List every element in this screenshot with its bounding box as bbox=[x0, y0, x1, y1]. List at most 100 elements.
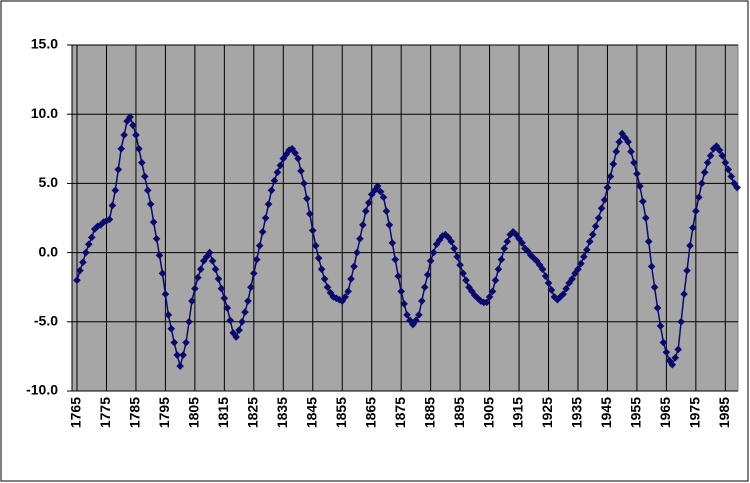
marker bbox=[314, 254, 323, 262]
marker bbox=[311, 241, 320, 250]
marker bbox=[238, 318, 246, 326]
marker bbox=[689, 223, 697, 232]
x-tick-label: 1965 bbox=[657, 397, 673, 428]
marker bbox=[164, 311, 173, 319]
marker bbox=[485, 293, 494, 301]
marker bbox=[417, 297, 426, 305]
marker bbox=[674, 345, 682, 354]
marker bbox=[580, 252, 588, 261]
marker bbox=[429, 248, 438, 257]
marker bbox=[559, 290, 568, 298]
marker bbox=[400, 300, 408, 308]
marker bbox=[367, 190, 376, 199]
marker bbox=[459, 269, 467, 278]
marker bbox=[90, 225, 99, 233]
marker bbox=[515, 234, 523, 243]
marker bbox=[247, 283, 255, 291]
marker bbox=[488, 287, 497, 296]
marker bbox=[453, 252, 461, 261]
marker bbox=[574, 265, 582, 274]
marker bbox=[724, 165, 733, 174]
marker bbox=[432, 240, 441, 249]
marker bbox=[656, 322, 665, 330]
marker bbox=[223, 304, 232, 312]
marker bbox=[332, 294, 341, 303]
marker bbox=[108, 201, 117, 210]
marker bbox=[677, 318, 685, 326]
x-tick-label: 1795 bbox=[156, 397, 172, 428]
marker bbox=[143, 186, 152, 195]
x-tick-label: 1775 bbox=[97, 397, 113, 428]
marker bbox=[326, 288, 335, 297]
marker bbox=[668, 360, 677, 369]
marker bbox=[347, 275, 355, 283]
marker bbox=[211, 265, 220, 274]
marker bbox=[615, 138, 624, 146]
marker bbox=[102, 216, 111, 225]
marker bbox=[199, 257, 208, 265]
marker bbox=[114, 165, 123, 174]
marker bbox=[471, 291, 479, 300]
x-tick-label: 1945 bbox=[598, 397, 614, 428]
marker bbox=[191, 284, 199, 293]
marker bbox=[518, 239, 526, 247]
marker bbox=[208, 257, 217, 265]
marker bbox=[585, 237, 594, 246]
marker bbox=[532, 257, 541, 265]
marker bbox=[385, 221, 394, 229]
marker bbox=[715, 146, 724, 154]
marker bbox=[155, 251, 164, 260]
marker bbox=[244, 297, 252, 305]
marker bbox=[633, 169, 641, 178]
marker bbox=[435, 236, 444, 244]
marker bbox=[636, 182, 644, 190]
marker bbox=[179, 351, 187, 359]
x-tick-label: 1925 bbox=[539, 397, 555, 428]
marker bbox=[603, 183, 612, 192]
marker bbox=[706, 151, 715, 160]
marker bbox=[353, 248, 361, 257]
marker bbox=[547, 286, 556, 294]
marker bbox=[320, 275, 329, 283]
marker bbox=[323, 283, 332, 291]
marker bbox=[317, 265, 326, 274]
marker bbox=[158, 269, 167, 278]
marker bbox=[468, 287, 476, 296]
y-tick-label: 10.0 bbox=[31, 105, 58, 121]
marker bbox=[132, 131, 140, 139]
marker bbox=[255, 241, 264, 250]
marker bbox=[700, 168, 709, 177]
x-tick-label: 1785 bbox=[127, 397, 143, 428]
marker bbox=[565, 279, 573, 287]
marker bbox=[217, 284, 226, 293]
marker bbox=[294, 154, 302, 163]
y-tick-label: 0.0 bbox=[39, 243, 59, 259]
x-tick-label: 1765 bbox=[68, 397, 84, 428]
marker bbox=[600, 196, 609, 204]
marker bbox=[306, 210, 314, 218]
marker bbox=[250, 269, 258, 278]
marker bbox=[553, 295, 562, 304]
marker bbox=[500, 244, 509, 253]
marker bbox=[117, 145, 126, 153]
marker bbox=[140, 172, 149, 181]
marker bbox=[653, 304, 662, 312]
marker bbox=[730, 179, 738, 188]
marker bbox=[335, 295, 344, 304]
marker bbox=[665, 356, 674, 365]
marker bbox=[149, 218, 158, 226]
marker bbox=[111, 186, 120, 195]
marker bbox=[152, 234, 161, 243]
marker bbox=[456, 261, 464, 269]
x-tick-label: 1935 bbox=[569, 397, 585, 428]
marker bbox=[138, 158, 146, 167]
marker bbox=[338, 297, 347, 305]
marker bbox=[329, 293, 338, 301]
marker bbox=[491, 276, 500, 285]
marker bbox=[630, 158, 638, 167]
marker bbox=[270, 176, 279, 185]
marker bbox=[359, 221, 367, 229]
y-tick-label: 5.0 bbox=[39, 174, 59, 190]
marker bbox=[87, 233, 96, 242]
